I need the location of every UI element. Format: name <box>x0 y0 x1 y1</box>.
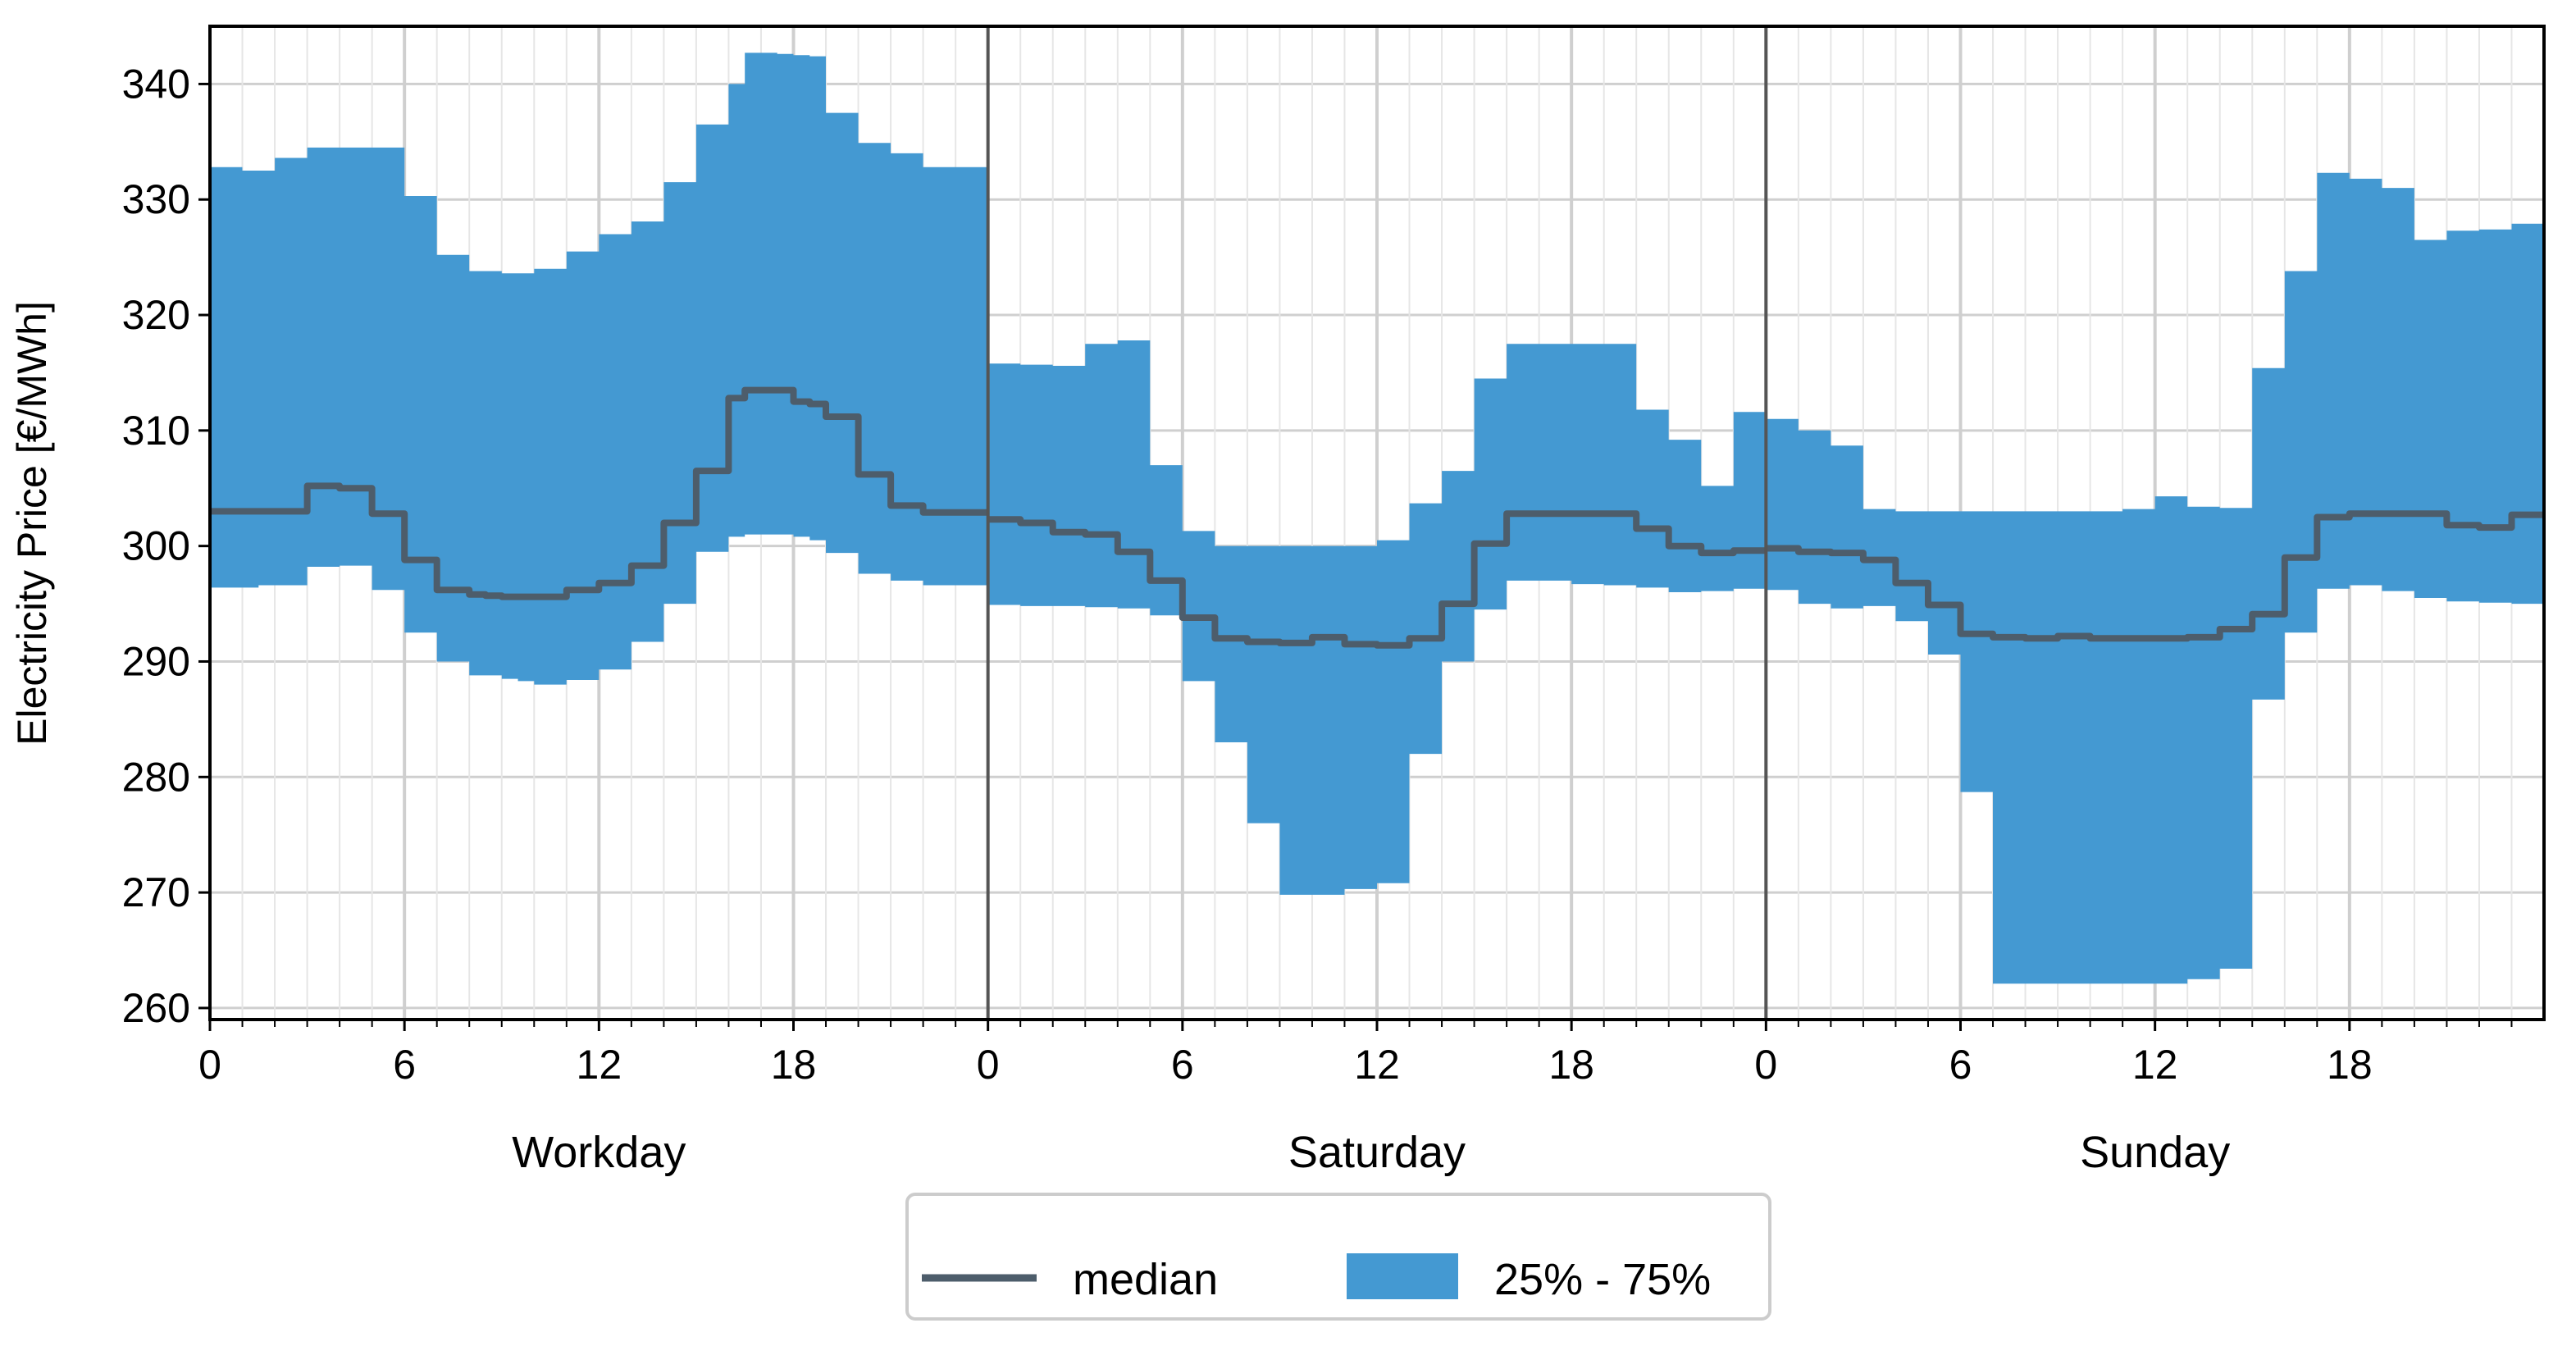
y-axis-title: Electricity Price [€/MWh] <box>9 301 55 746</box>
x-tick-label: 6 <box>1949 1042 1972 1088</box>
x-tick-label: 6 <box>1171 1042 1194 1088</box>
legend-band-swatch <box>1347 1253 1458 1299</box>
separator-layer <box>986 26 1768 1020</box>
x-tick-label: 12 <box>1354 1042 1400 1088</box>
legend-box <box>905 1193 1771 1321</box>
legend: median 25% - 75% <box>905 1193 1771 1321</box>
y-tick-label: 340 <box>122 61 190 107</box>
median-line-saturday <box>987 510 1767 649</box>
panel-label-workday: Workday <box>512 1128 686 1177</box>
y-tick-label: 260 <box>122 985 190 1031</box>
tick-layer: 260 270 280 290 300 310 320 330 340 0 6 12 18 Workday… <box>122 61 2513 1177</box>
y-tick-label: 310 <box>122 408 190 454</box>
y-tick-label: 280 <box>122 754 190 800</box>
x-tick-label: 0 <box>1754 1042 1777 1088</box>
panel-label-sunday: Sunday <box>2080 1128 2230 1177</box>
y-tick-label: 270 <box>122 869 190 915</box>
x-tick-label: 18 <box>1548 1042 1594 1088</box>
iqr-band-saturday <box>987 340 1767 895</box>
y-tick-label: 320 <box>122 292 190 338</box>
median-layer <box>210 386 2544 649</box>
x-tick-label: 18 <box>771 1042 817 1088</box>
y-tick-label: 290 <box>122 638 190 684</box>
y-tick-label: 330 <box>122 176 190 222</box>
x-tick-label: 0 <box>977 1042 1000 1088</box>
x-tick-label: 6 <box>393 1042 416 1088</box>
median-line-sunday <box>1766 510 2544 642</box>
x-tick-label: 0 <box>198 1042 221 1088</box>
iqr-band-sunday <box>1766 172 2544 984</box>
x-tick-label: 18 <box>2327 1042 2373 1088</box>
legend-median-label: median <box>1073 1255 1218 1304</box>
median-line-workday <box>210 386 988 600</box>
legend-band-label: 25% - 75% <box>1494 1255 1711 1304</box>
x-tick-label: 12 <box>577 1042 622 1088</box>
y-tick-label: 300 <box>122 523 190 569</box>
panel-label-saturday: Saturday <box>1288 1128 1466 1177</box>
x-tick-label: 12 <box>2132 1042 2178 1088</box>
